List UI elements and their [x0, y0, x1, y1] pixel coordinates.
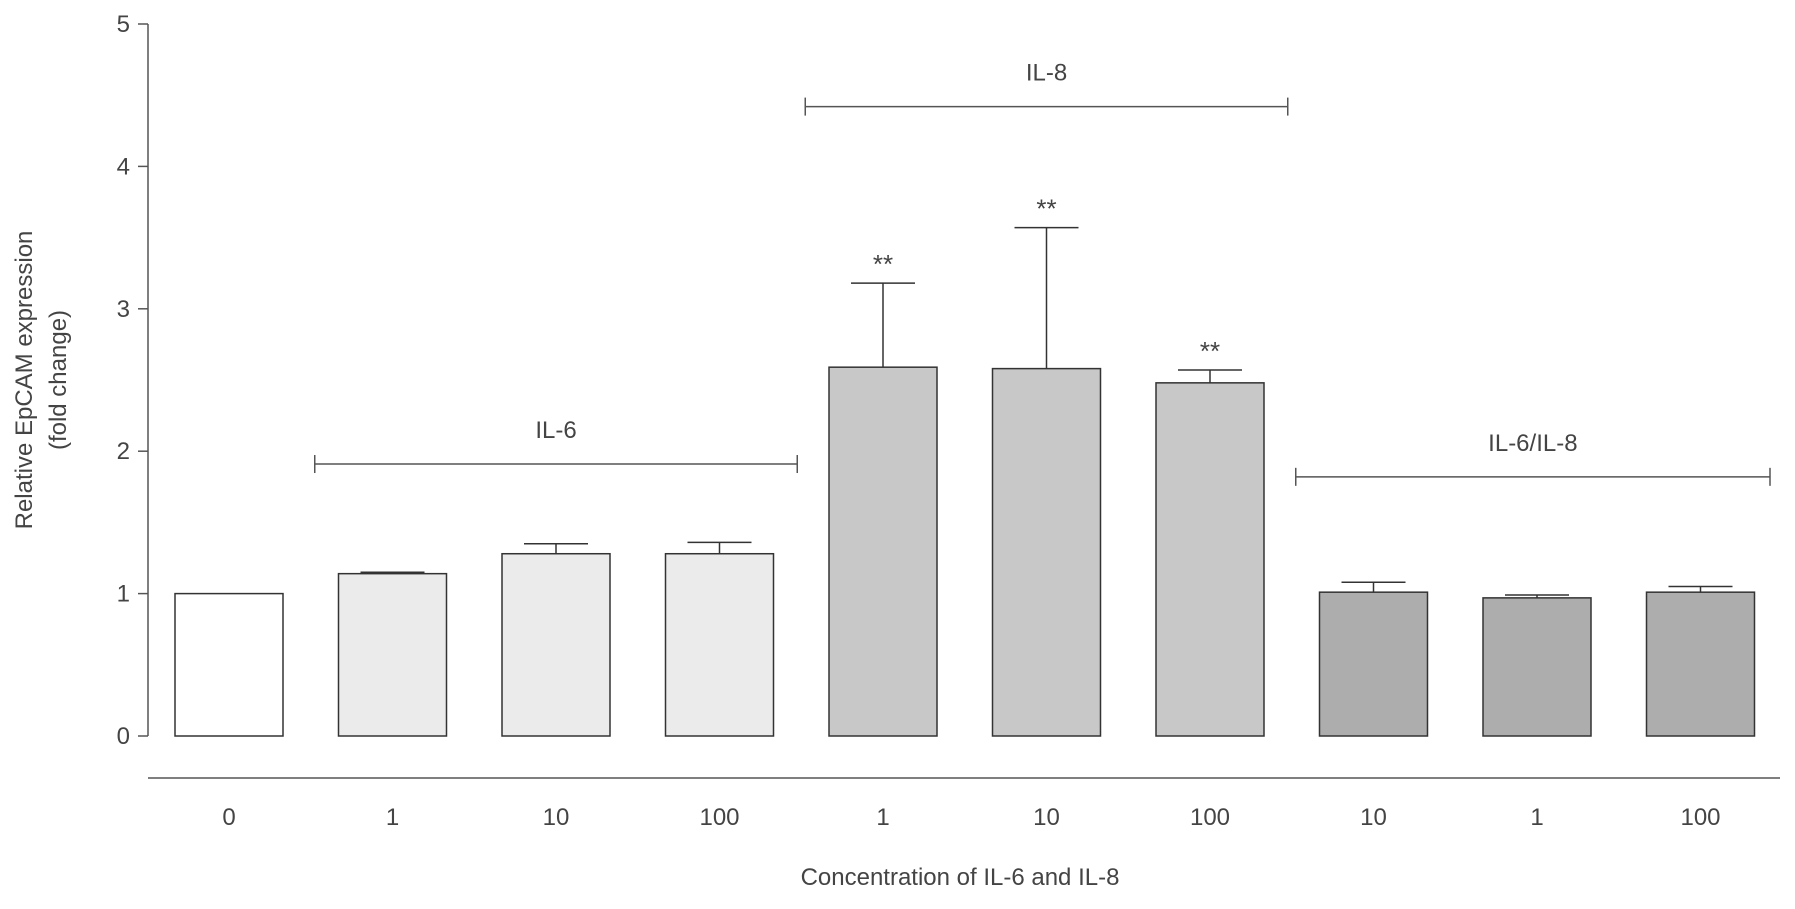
bar-3 [664, 552, 775, 737]
significance-marker-4: ** [873, 249, 893, 279]
x-tick-label-4: 1 [876, 804, 889, 831]
x-axis-label: Concentration of IL-6 and IL-8 [801, 864, 1120, 891]
y-tick-label-0: 0 [117, 723, 130, 750]
x-tick-label-5: 10 [1033, 804, 1060, 831]
x-tick-label-7: 10 [1360, 804, 1387, 831]
y-tick-label-3: 3 [117, 296, 130, 323]
x-tick-label-6: 100 [1190, 804, 1230, 831]
group-label-2: IL-6/IL-8 [1488, 430, 1577, 457]
bars [174, 366, 1756, 737]
x-tick-label-9: 100 [1680, 804, 1720, 831]
x-tick-label-3: 100 [699, 804, 739, 831]
x-tick-label-2: 10 [543, 804, 570, 831]
group-brackets: IL-6 IL-8 IL-6/IL-8 [314, 60, 1771, 486]
x-tick-label-8: 1 [1530, 804, 1543, 831]
y-tick-label-2: 2 [117, 438, 130, 465]
bar-4 [828, 366, 938, 737]
error-bars: ** ** ** [360, 194, 1733, 598]
significance-marker-5: ** [1036, 194, 1056, 224]
bar-9 [1645, 591, 1756, 737]
significance-marker-6: ** [1200, 336, 1220, 366]
bar-2 [501, 552, 611, 737]
y-axis: 0 1 2 3 4 5 [117, 11, 149, 750]
x-tick-label-1: 1 [386, 804, 399, 831]
y-axis-label-line-2: (fold change) [45, 310, 72, 450]
bar-7 [1318, 591, 1429, 737]
y-tick-label-1: 1 [117, 581, 130, 608]
bar-0 [174, 592, 284, 737]
bar-5 [991, 367, 1102, 737]
y-tick-label-4: 4 [117, 153, 130, 180]
x-axis: 0 1 10 100 1 10 100 10 1 100 [148, 777, 1780, 831]
bar-8 [1482, 597, 1592, 737]
bar-6 [1155, 382, 1265, 737]
x-tick-label-0: 0 [222, 804, 235, 831]
y-tick-label-5: 5 [117, 11, 130, 38]
group-label-1: IL-8 [1026, 60, 1067, 87]
bar-1 [337, 572, 448, 737]
group-label-0: IL-6 [535, 417, 576, 444]
y-axis-label-line-1: Relative EpCAM expression [11, 231, 38, 530]
